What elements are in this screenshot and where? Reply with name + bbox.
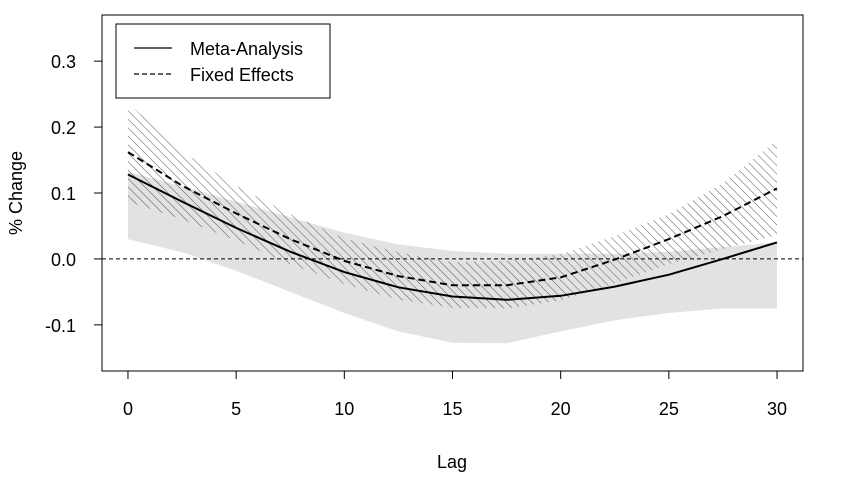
- x-tick-label: 20: [551, 399, 571, 419]
- legend: Meta-Analysis Fixed Effects: [115, 23, 331, 99]
- y-axis-title: % Change: [6, 151, 26, 235]
- legend-box: [115, 23, 331, 99]
- confidence-bands: [128, 103, 777, 344]
- line-fixed-effects: [127, 151, 778, 287]
- x-axis: 0 5 10 15 20 25 30: [123, 370, 787, 419]
- y-tick-label: 0.2: [51, 118, 76, 138]
- y-tick-label: 0.1: [51, 184, 76, 204]
- y-tick-label: 0.3: [51, 52, 76, 72]
- legend-label-meta-analysis: Meta-Analysis: [190, 39, 303, 59]
- x-tick-label: 15: [442, 399, 462, 419]
- line-meta-analysis: [127, 173, 778, 301]
- band-meta-analysis: [128, 171, 777, 344]
- x-tick-label: 10: [334, 399, 354, 419]
- x-tick-label: 30: [767, 399, 787, 419]
- band-fixed-effects: [128, 103, 777, 309]
- series-lines: [127, 151, 778, 301]
- x-tick-label: 0: [123, 399, 133, 419]
- x-tick-label: 5: [231, 399, 241, 419]
- x-tick-label: 25: [659, 399, 679, 419]
- legend-label-fixed-effects: Fixed Effects: [190, 65, 294, 85]
- y-axis: -0.1 0.0 0.1 0.2 0.3: [45, 52, 103, 336]
- y-tick-label: 0.0: [51, 250, 76, 270]
- x-axis-title: Lag: [437, 452, 467, 472]
- y-tick-label: -0.1: [45, 316, 76, 336]
